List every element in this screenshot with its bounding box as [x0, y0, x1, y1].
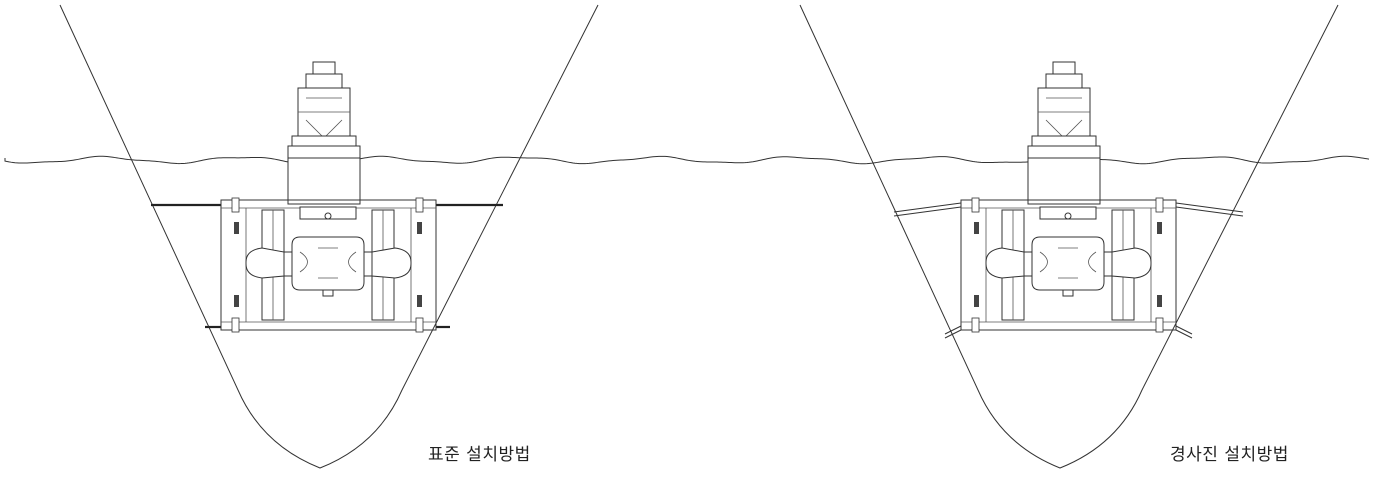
caption-standard-installation: 표준 설치방법 — [428, 445, 531, 465]
mixer-assembly-left — [151, 61, 503, 333]
bolt-group-left — [231, 197, 424, 333]
bolt-group-right — [971, 197, 1164, 333]
caption-inclined-installation: 경사진 설치방법 — [1170, 445, 1289, 465]
mixer-assembly-right — [893, 61, 1244, 339]
water-surface-line — [4, 155, 1370, 165]
channel-left — [59, 4, 599, 469]
channel-right — [799, 4, 1339, 469]
